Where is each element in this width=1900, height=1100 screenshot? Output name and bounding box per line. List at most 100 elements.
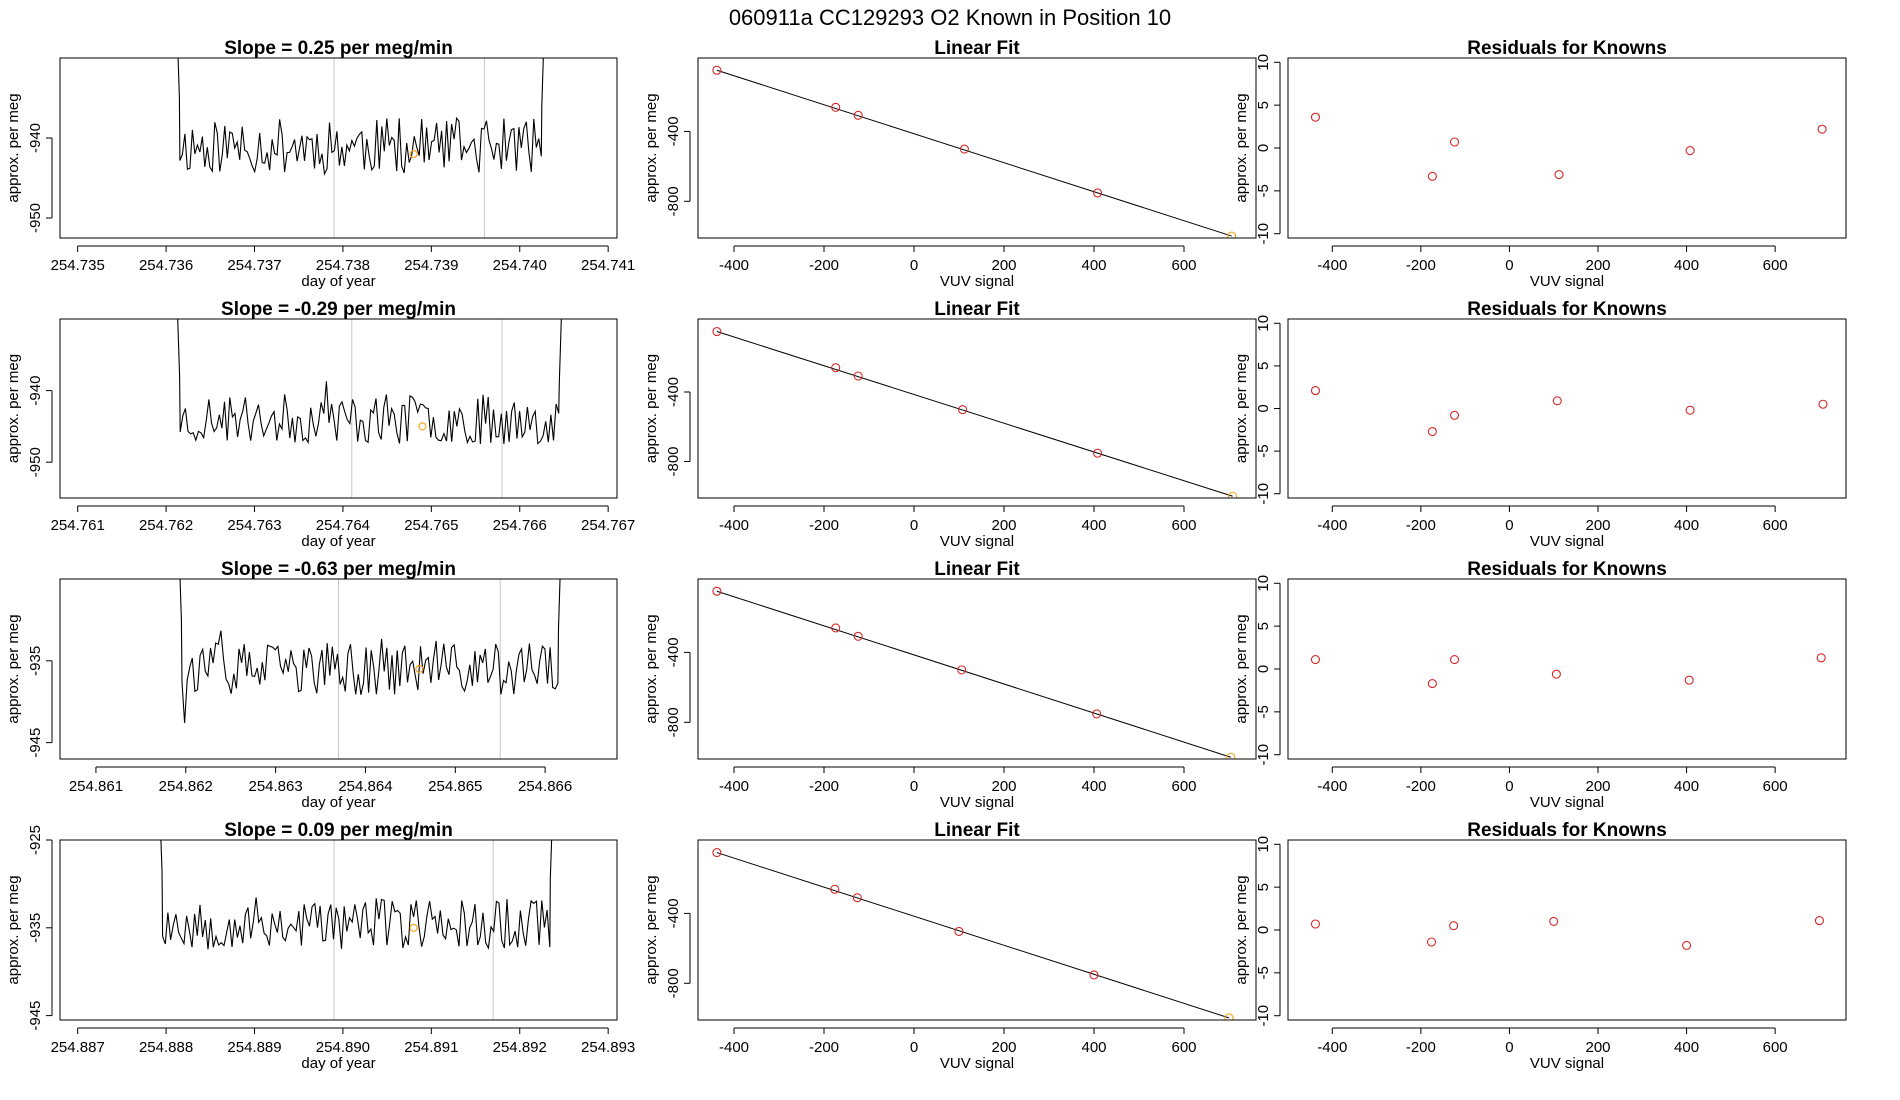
plot-frame — [1287, 839, 1847, 1021]
y-tick-label: 0 — [1255, 404, 1272, 412]
x-axis-label: VUV signal — [940, 794, 1014, 811]
x-tick-label: 400 — [1674, 257, 1699, 274]
residual-point — [1427, 171, 1437, 181]
y-axis-label: approx. per meg — [5, 875, 22, 984]
residual-point — [1554, 170, 1564, 180]
fit-data-point — [831, 363, 841, 373]
residual-point — [1816, 653, 1826, 663]
fit-line — [716, 69, 1232, 237]
x-tick-label: 254.735 — [51, 257, 105, 274]
y-axis-label: approx. per meg — [1233, 875, 1250, 984]
x-tick-label: 254.741 — [581, 257, 635, 274]
x-tick-label: 0 — [910, 257, 918, 274]
panel-2-1: Linear Fit -400 -200 0 200 400 600 VUV signal -4… — [643, 559, 1257, 811]
x-tick-label: -400 — [719, 1039, 749, 1056]
x-tick-label: 400 — [1081, 778, 1106, 795]
fit-data-point — [1226, 752, 1236, 759]
plot-area — [1310, 653, 1826, 689]
x-axis-label: VUV signal — [1530, 273, 1604, 290]
panel-title: Residuals for Knowns — [1467, 559, 1667, 580]
x-axis-label: VUV signal — [940, 533, 1014, 550]
plot-area — [1310, 112, 1827, 181]
y-tick-label: -10 — [1255, 744, 1272, 766]
y-axis-label: approx. per meg — [1233, 93, 1250, 202]
y-tick-label: -800 — [665, 186, 682, 216]
x-tick-label: 200 — [1585, 1039, 1610, 1056]
plot-area — [712, 326, 1238, 498]
x-tick-label: -200 — [809, 257, 839, 274]
x-tick-label: -400 — [719, 778, 749, 795]
panel-1-2: Residuals for Knowns -400 -200 0 200 400 600 VU… — [1233, 299, 1847, 550]
plot-area — [712, 65, 1237, 238]
y-tick-label: -925 — [27, 825, 44, 855]
x-tick-label: 254.865 — [428, 778, 482, 795]
fit-data-point — [1227, 231, 1237, 238]
fit-data-point — [1224, 1013, 1234, 1020]
y-tick-label: -950 — [27, 203, 44, 233]
y-axis-label: approx. per meg — [1233, 614, 1250, 723]
x-tick-label: 400 — [1081, 517, 1106, 534]
x-tick-label: -400 — [1317, 1039, 1347, 1056]
panel-0-2: Residuals for Knowns -400 -200 0 200 400 600 VU… — [1233, 38, 1847, 290]
fit-data-point — [1093, 448, 1103, 458]
x-tick-label: 0 — [1505, 257, 1513, 274]
x-tick-label: 400 — [1081, 1039, 1106, 1056]
panel-3-2: Residuals for Knowns -400 -200 0 200 400 600 VU… — [1233, 820, 1847, 1072]
x-axis-label: day of year — [301, 794, 375, 811]
residual-point — [1818, 399, 1828, 409]
residual-point — [1685, 405, 1695, 415]
panel-3-1: Linear Fit -400 -200 0 200 400 600 VUV signal -4… — [643, 820, 1257, 1072]
x-tick-label: 254.736 — [139, 257, 193, 274]
x-tick-label: 254.737 — [227, 257, 281, 274]
x-tick-label: 254.764 — [316, 517, 370, 534]
known-mean-point — [409, 923, 418, 932]
residual-point — [1817, 124, 1827, 134]
fit-line — [716, 590, 1231, 758]
x-tick-label: 400 — [1081, 257, 1106, 274]
panel-title: Residuals for Knowns — [1467, 299, 1667, 320]
x-axis-label: VUV signal — [940, 273, 1014, 290]
plot-frame — [59, 578, 618, 760]
residual-point — [1551, 669, 1561, 679]
x-tick-label: 600 — [1171, 517, 1196, 534]
y-tick-label: -935 — [27, 646, 44, 676]
fit-data-point — [853, 631, 863, 641]
time-series-line — [177, 319, 562, 445]
y-tick-label: -935 — [27, 913, 44, 943]
y-tick-label: 5 — [1255, 362, 1272, 370]
y-tick-label: -5 — [1255, 184, 1272, 197]
x-tick-label: 254.740 — [493, 257, 547, 274]
fit-data-point — [852, 893, 862, 903]
residual-point — [1426, 937, 1437, 947]
fit-data-point — [712, 848, 722, 858]
fit-data-point — [853, 110, 863, 120]
plot-frame — [697, 57, 1257, 239]
y-tick-label: -940 — [27, 376, 44, 406]
y-tick-label: 5 — [1255, 101, 1272, 109]
y-tick-label: -5 — [1255, 705, 1272, 718]
residual-point — [1814, 916, 1824, 926]
known-mean-point — [418, 422, 427, 431]
y-tick-label: -400 — [665, 898, 682, 928]
fit-data-point — [831, 102, 841, 112]
panel-title: Linear Fit — [934, 38, 1020, 59]
y-axis-label: approx. per meg — [643, 93, 660, 202]
panel-1-1: Linear Fit -400 -200 0 200 400 600 VUV signal -4… — [643, 299, 1257, 550]
fit-data-point — [1089, 970, 1099, 980]
fit-data-point — [1093, 188, 1103, 198]
x-tick-label: 600 — [1763, 778, 1788, 795]
residual-point — [1685, 146, 1695, 156]
panel-title: Linear Fit — [934, 559, 1020, 580]
panel-title: Residuals for Knowns — [1467, 38, 1667, 59]
x-tick-label: 0 — [1505, 1039, 1513, 1056]
x-axis-label: day of year — [301, 273, 375, 290]
y-axis-label: approx. per meg — [5, 614, 22, 723]
x-tick-label: 254.739 — [404, 257, 458, 274]
plot-frame — [59, 318, 618, 499]
y-tick-label: -940 — [27, 123, 44, 153]
x-tick-label: 400 — [1674, 778, 1699, 795]
panel-title: Slope = -0.29 per meg/min — [221, 299, 456, 320]
residual-point — [1449, 137, 1460, 147]
residual-point — [1427, 679, 1437, 689]
x-tick-label: 200 — [991, 517, 1016, 534]
